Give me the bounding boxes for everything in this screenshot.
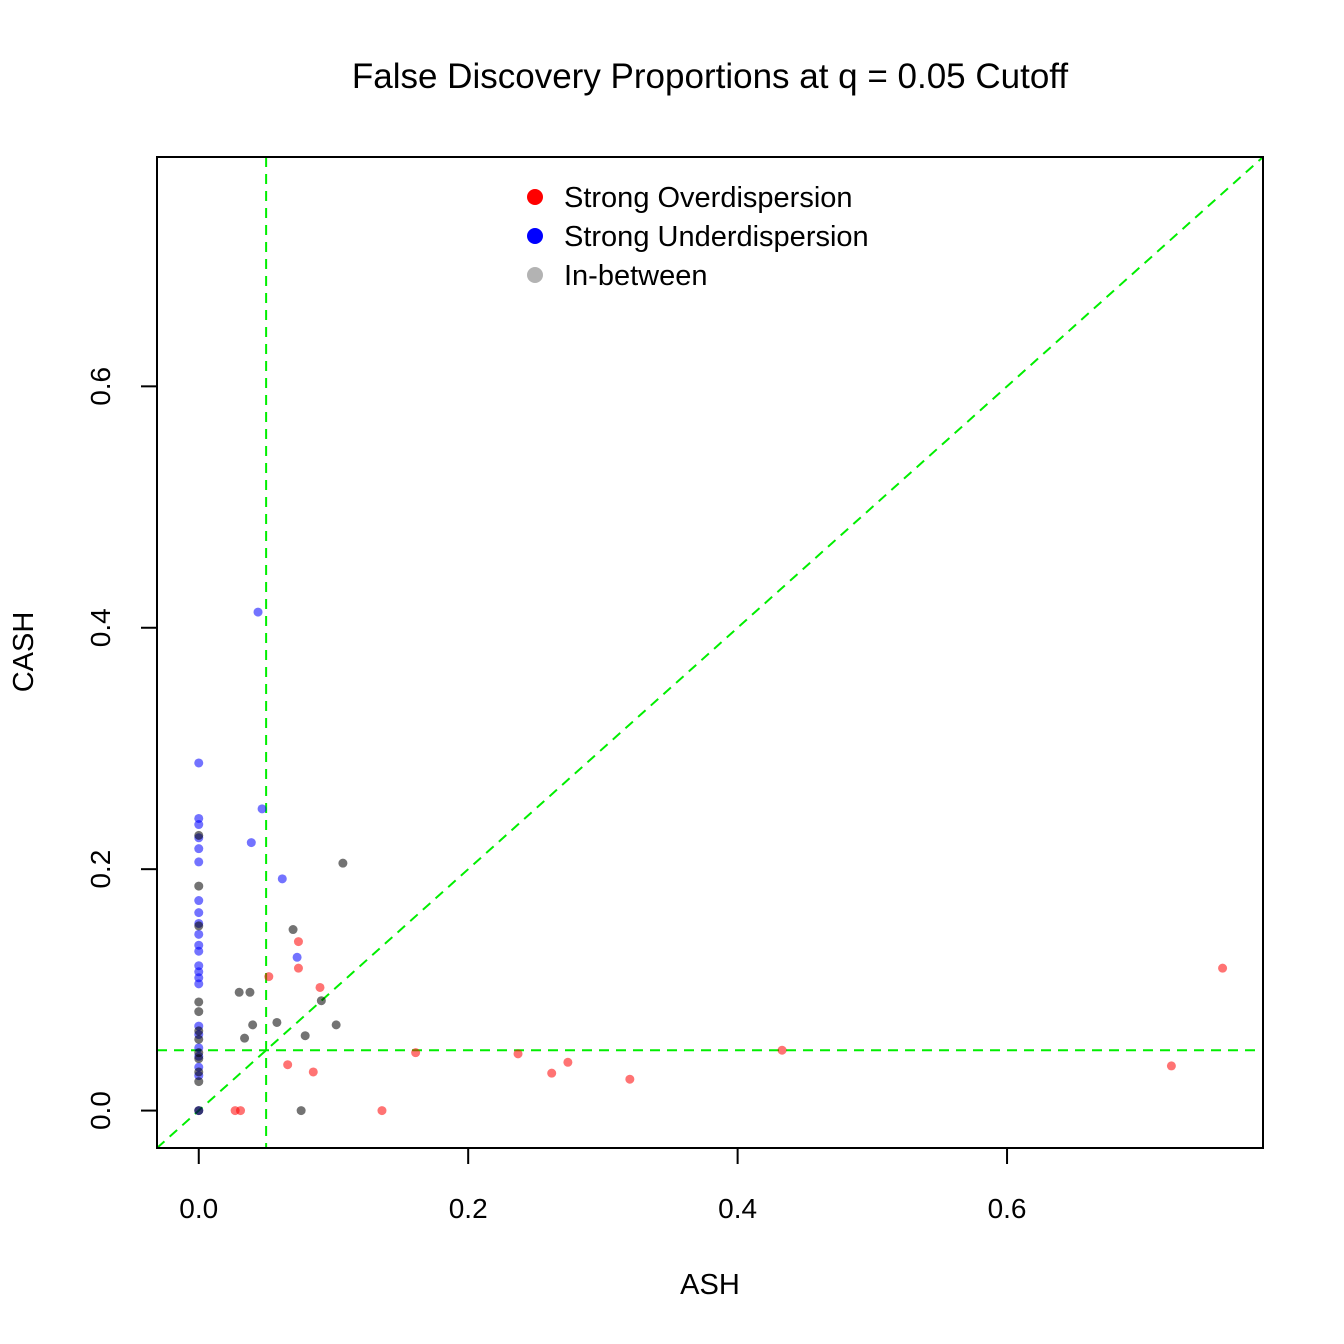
point-in-between [194,1077,204,1087]
point-strong-underdispersion [194,946,204,956]
point-in-between [194,1007,204,1017]
x-tick-label: 0.2 [449,1193,488,1224]
point-in-between [194,1054,204,1064]
x-tick-label: 0.6 [988,1193,1027,1224]
point-strong-underdispersion [194,758,204,768]
point-strong-underdispersion [253,607,263,617]
legend-marker [527,228,543,244]
point-strong-overdispersion [236,1106,246,1116]
point-strong-overdispersion [377,1106,387,1116]
point-in-between [240,1033,250,1043]
point-strong-overdispersion [547,1068,557,1078]
point-in-between [194,881,204,891]
point-in-between [194,1034,204,1044]
point-strong-overdispersion [411,1048,421,1058]
point-in-between [194,921,204,931]
point-strong-underdispersion [292,952,302,962]
point-strong-underdispersion [277,874,287,884]
point-strong-overdispersion [563,1057,573,1067]
x-tick-label: 0.0 [179,1193,218,1224]
point-in-between [234,987,244,997]
x-tick-label: 0.4 [718,1193,757,1224]
point-in-between [300,1031,310,1041]
point-in-between [296,1106,306,1116]
legend-label: Strong Overdispersion [564,182,853,214]
point-strong-underdispersion [194,844,204,854]
point-in-between [245,987,255,997]
y-axis: 0.0 0.2 0.4 0.6 [85,367,158,1130]
y-axis-title: CASH [8,612,40,693]
data-points [194,607,1228,1116]
y-tick-label: 0.6 [85,367,116,406]
point-in-between [288,925,298,935]
point-strong-underdispersion [194,979,204,989]
legend-label: Strong Underdispersion [564,221,869,253]
point-strong-overdispersion [315,982,325,992]
point-in-between [331,1020,341,1030]
point-strong-overdispersion [293,963,303,973]
point-in-between [338,858,348,868]
point-in-between [194,1026,204,1036]
x-axis: 0.0 0.2 0.4 0.6 [179,1147,1027,1224]
chart-title: False Discovery Proportions at q = 0.05 … [352,57,1069,96]
point-in-between [248,1020,258,1030]
y-tick-label: 0.2 [85,850,116,889]
diagonal-identity-line [156,156,1264,1149]
point-strong-overdispersion [625,1074,635,1084]
legend-marker [527,189,543,205]
point-strong-overdispersion [513,1049,523,1059]
point-strong-underdispersion [194,820,204,830]
legend-marker [527,267,543,283]
point-strong-underdispersion [194,908,204,918]
y-tick-label: 0.0 [85,1091,116,1130]
x-axis-title: ASH [680,1269,740,1301]
point-in-between [194,1067,204,1077]
point-in-between [194,997,204,1007]
point-in-between [194,1106,204,1116]
point-strong-underdispersion [194,929,204,939]
point-in-between [194,830,204,840]
point-in-between [272,1017,282,1027]
y-tick-label: 0.4 [85,608,116,647]
point-strong-overdispersion [777,1045,787,1055]
point-strong-overdispersion [283,1060,293,1070]
point-strong-overdispersion [1166,1061,1176,1071]
point-in-between [316,996,326,1006]
point-strong-overdispersion [1218,963,1228,973]
reference-lines [156,156,1264,1149]
point-strong-underdispersion [257,804,267,814]
point-strong-overdispersion [308,1067,318,1077]
point-strong-overdispersion [293,937,303,947]
point-strong-underdispersion [194,896,204,906]
legend-label: In-between [564,260,708,292]
point-strong-underdispersion [246,838,256,848]
point-strong-underdispersion [194,857,204,867]
point-strong-overdispersion [264,972,274,982]
legend: Strong Overdispersion Strong Underdispers… [527,182,869,292]
